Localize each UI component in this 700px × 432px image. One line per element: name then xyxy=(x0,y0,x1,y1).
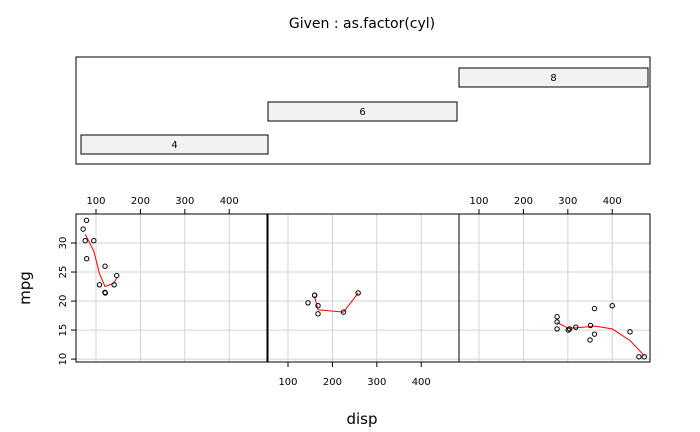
data-point xyxy=(565,327,571,333)
data-point xyxy=(573,324,579,330)
y-tick-label: 20 xyxy=(58,295,69,308)
data-point xyxy=(554,314,560,320)
data-point xyxy=(311,292,318,298)
given-bar-6 xyxy=(267,101,458,122)
given-bar-4 xyxy=(80,134,269,155)
data-point xyxy=(102,290,109,296)
data-point xyxy=(80,226,86,232)
data-point xyxy=(83,217,90,224)
given-bar-label: 4 xyxy=(171,140,177,151)
data-point xyxy=(83,255,90,262)
x-tick-label: 200 xyxy=(131,196,150,207)
data-point xyxy=(315,303,321,309)
data-point xyxy=(315,311,321,317)
x-tick-label: 200 xyxy=(514,196,533,207)
chart-title: Given : as.factor(cyl) xyxy=(289,16,435,32)
x-tick-label: 400 xyxy=(412,377,431,388)
data-point xyxy=(114,272,120,279)
data-point xyxy=(82,237,88,244)
data-point xyxy=(641,354,647,360)
y-tick-label: 10 xyxy=(58,353,69,366)
given-bars: 4 6 8 xyxy=(80,67,649,155)
panels: 100 200 300 400 100 200 300 400 100 200 300 400 10 15… xyxy=(58,196,651,388)
given-bar-label: 8 xyxy=(550,73,556,84)
x-tick-label: 300 xyxy=(175,196,194,207)
given-bar-8 xyxy=(458,67,649,88)
x-tick-label: 100 xyxy=(278,377,297,388)
data-point xyxy=(591,305,598,312)
x-tick-label: 100 xyxy=(86,196,105,207)
data-point xyxy=(96,282,103,288)
x-tick-label: 400 xyxy=(220,196,239,207)
x-tick-label: 300 xyxy=(558,196,577,207)
data-point xyxy=(636,354,642,360)
data-point xyxy=(111,282,117,288)
data-point xyxy=(587,337,593,343)
x-tick-label: 100 xyxy=(469,196,488,207)
y-tick-label: 30 xyxy=(58,237,69,250)
data-point xyxy=(627,329,633,335)
data-point xyxy=(91,237,97,244)
y-tick-label: 15 xyxy=(58,324,69,337)
data-point xyxy=(587,322,594,329)
smooth-line xyxy=(314,292,359,313)
data-point xyxy=(340,309,347,315)
x-tick-label: 300 xyxy=(367,377,386,388)
data-point xyxy=(102,263,108,269)
y-axis-title: mpg xyxy=(16,271,34,305)
panel-8: 100 200 300 400 xyxy=(458,196,651,363)
y-tick-label: 25 xyxy=(58,266,69,279)
panel-frame xyxy=(267,213,460,363)
data-point xyxy=(566,326,573,332)
data-point xyxy=(305,300,311,306)
panel-6: 100 200 300 400 xyxy=(267,213,460,388)
smooth-line xyxy=(556,322,645,356)
y-axis: 10 15 20 25 30 xyxy=(58,237,76,366)
data-point xyxy=(554,326,560,332)
panel-4: 100 200 300 400 xyxy=(75,196,268,363)
x-axis-title: disp xyxy=(346,410,377,428)
data-point xyxy=(591,331,598,337)
x-tick-label: 200 xyxy=(323,377,342,388)
given-bar-label: 6 xyxy=(359,107,365,118)
panel-frame xyxy=(75,213,268,363)
smooth-line xyxy=(84,234,118,288)
data-point xyxy=(355,290,361,296)
panel-frame xyxy=(458,213,651,363)
data-point xyxy=(609,303,615,309)
data-point xyxy=(554,319,560,325)
given-panel-frame xyxy=(75,56,651,165)
x-tick-label: 400 xyxy=(603,196,622,207)
